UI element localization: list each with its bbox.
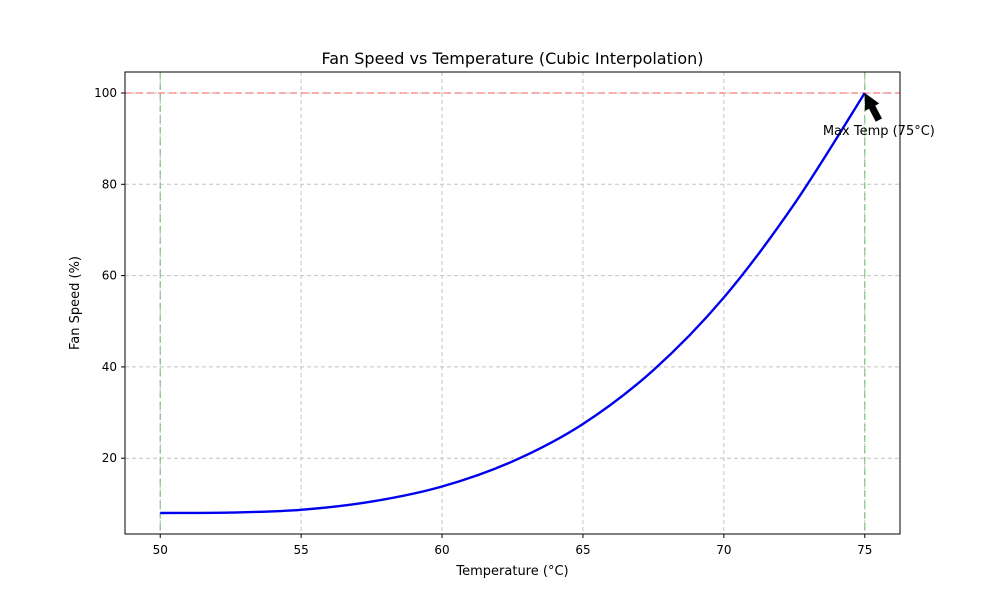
y-tick-label: 40 [102, 360, 117, 374]
y-axis-label: Fan Speed (%) [68, 256, 83, 350]
plot-frame [124, 71, 901, 535]
series [160, 92, 866, 515]
annotations: Max Temp (75°C) [823, 93, 935, 139]
y-tick-label: 20 [102, 451, 117, 465]
y-tick-label: 80 [102, 177, 117, 191]
reference-lines [125, 72, 900, 534]
chart-title: Fan Speed vs Temperature (Cubic Interpol… [321, 49, 703, 68]
x-tick-label: 60 [434, 543, 449, 557]
x-tick-label: 50 [153, 543, 168, 557]
x-tick-label: 65 [575, 543, 590, 557]
annotation-label: Max Temp (75°C) [823, 124, 935, 139]
y-tick-label: 60 [102, 269, 117, 283]
x-tick-label: 70 [716, 543, 731, 557]
x-tick-label: 55 [293, 543, 308, 557]
ticks: 50 55 60 65 70 75 20 40 60 80 100 [94, 86, 872, 557]
y-tick-label: 100 [94, 86, 117, 100]
x-tick-label: 75 [857, 543, 872, 557]
x-axis-label: Temperature (°C) [455, 564, 568, 579]
annotation-arrow [864, 93, 882, 122]
fan-speed-curve [160, 92, 866, 515]
